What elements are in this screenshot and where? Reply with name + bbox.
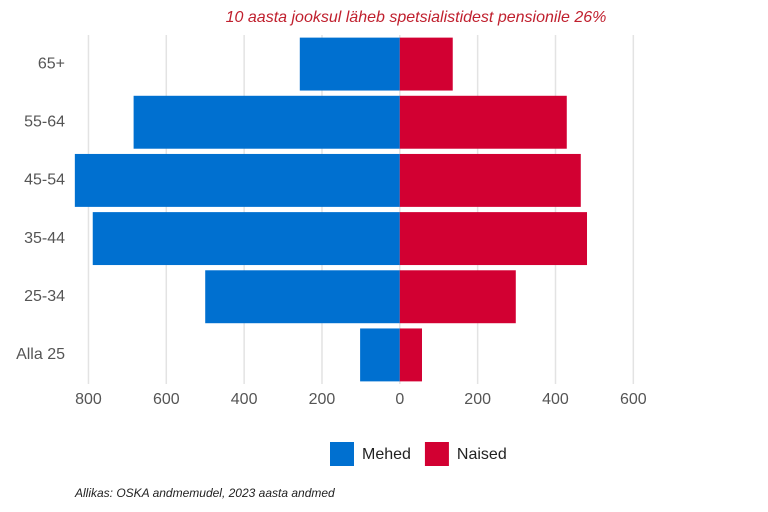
x-tick-label: 0 <box>395 391 404 408</box>
bar <box>399 212 588 266</box>
x-tick-label: 400 <box>231 391 258 408</box>
x-tick-label: 200 <box>309 391 336 408</box>
x-tick-label: 600 <box>620 391 647 408</box>
bar <box>205 270 400 324</box>
bar <box>399 153 581 207</box>
legend-swatch <box>424 442 449 466</box>
bar <box>399 37 453 91</box>
x-tick-label: 200 <box>464 391 491 408</box>
bar <box>399 328 422 382</box>
bar <box>133 95 400 149</box>
chart-title: 10 aasta jooksul läheb spetsialistidest … <box>226 9 607 26</box>
x-tick-label: 800 <box>75 391 102 408</box>
y-tick-label: 35-44 <box>24 230 65 247</box>
bar <box>299 37 400 91</box>
legend-label: Naised <box>457 446 507 463</box>
x-tick-label: 400 <box>542 391 569 408</box>
legend-label: Mehed <box>362 446 411 463</box>
caption: Allikas: OSKA andmemudel, 2023 aasta and… <box>74 486 335 500</box>
y-tick-label: 45-54 <box>24 172 65 189</box>
y-tick-label: 55-64 <box>24 113 65 130</box>
y-tick-label: 25-34 <box>24 288 65 305</box>
bar <box>399 270 516 324</box>
bar <box>92 212 400 266</box>
y-tick-label: Alla 25 <box>16 346 65 363</box>
y-tick-label: 65+ <box>38 55 65 72</box>
bar <box>74 153 400 207</box>
bar <box>360 328 400 382</box>
x-tick-label: 600 <box>153 391 180 408</box>
legend-swatch <box>330 442 354 466</box>
bar <box>399 95 567 149</box>
